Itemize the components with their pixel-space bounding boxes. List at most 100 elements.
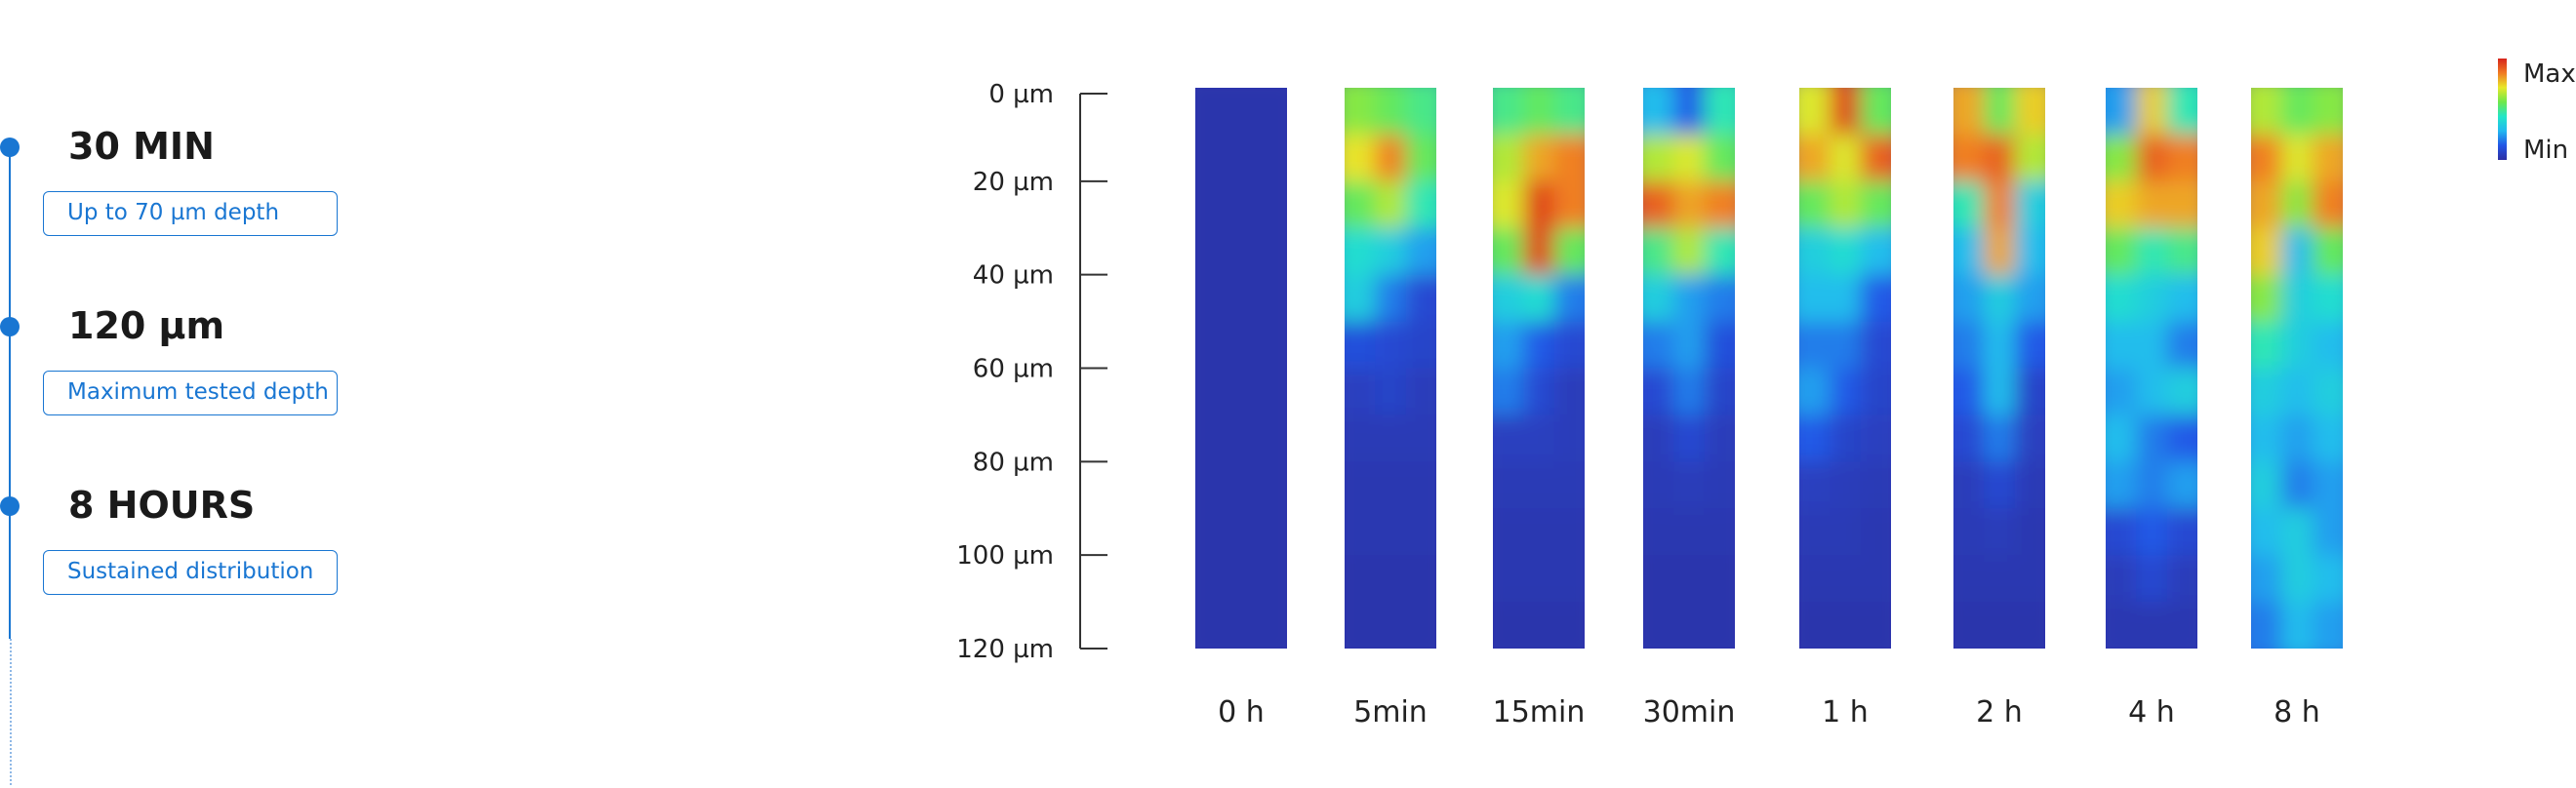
heatmap-cell	[2312, 88, 2343, 136]
heatmap-cell	[1493, 274, 1524, 323]
heatmap-cell	[1523, 414, 1555, 462]
heatmap-cell	[1860, 227, 1891, 276]
heatmap-cell	[1345, 180, 1376, 229]
heatmap-cell	[1256, 555, 1287, 603]
heatmap-cell	[2312, 134, 2343, 182]
heatmap-strip	[2251, 88, 2343, 649]
heatmap-cell	[1799, 227, 1831, 276]
heatmap-cell	[2136, 227, 2168, 276]
heatmap-cell	[2281, 88, 2314, 136]
heatmap-cell	[1984, 414, 2016, 462]
heatmap-cell	[1256, 180, 1287, 229]
heatmap-cell	[1643, 602, 1674, 649]
heatmap-cell	[1493, 134, 1524, 182]
heatmap-cell	[1405, 134, 1436, 182]
heatmap-cell	[2136, 414, 2168, 462]
heatmap-cell	[1643, 88, 1674, 136]
heatmap-strip	[1953, 88, 2045, 649]
heatmap-cell	[1830, 555, 1862, 603]
heatmap-cell	[1345, 555, 1376, 603]
heatmap-cell	[1953, 461, 1985, 509]
heatmap-cell	[1256, 88, 1287, 136]
heatmap-cell	[1860, 555, 1891, 603]
heatmap-cell	[1953, 368, 1985, 415]
heatmap-cell	[1553, 88, 1585, 136]
heatmap-cell	[1673, 368, 1706, 415]
heatmap-cell	[2136, 555, 2168, 603]
heatmap-cell	[1493, 602, 1524, 649]
heatmap-cell	[2251, 508, 2282, 556]
stat-value: 30 MIN	[68, 125, 215, 168]
heatmap-cell	[1799, 321, 1831, 369]
heatmap-cell	[1226, 321, 1258, 369]
heatmap-cell	[1405, 555, 1436, 603]
heatmap-cell	[1704, 368, 1735, 415]
heatmap-cell	[1256, 508, 1287, 556]
heatmap-cell	[1830, 321, 1862, 369]
y-tick-label: 20 µm	[973, 168, 1054, 197]
heatmap-cell	[1493, 368, 1524, 415]
heatmap-cell	[2136, 602, 2168, 649]
heatmap-cell	[1226, 180, 1258, 229]
heatmap-cell	[1799, 414, 1831, 462]
heatmap-cell	[1523, 88, 1555, 136]
heatmap-cell	[1799, 134, 1831, 182]
heatmap-cell	[1493, 555, 1524, 603]
heatmap-cell	[1830, 88, 1862, 136]
heatmap-cell	[1984, 461, 2016, 509]
heatmap-cell	[2106, 461, 2137, 509]
heatmap-cell	[1953, 555, 1985, 603]
heatmap-cell	[2281, 602, 2314, 649]
heatmap-cell	[1493, 321, 1524, 369]
heatmap-cell	[2014, 274, 2045, 323]
heatmap-cell	[1405, 414, 1436, 462]
heatmap-cell	[1195, 368, 1227, 415]
heatmap-cell	[1643, 274, 1674, 323]
heatmap-cell	[2106, 602, 2137, 649]
heatmap-cell	[2014, 555, 2045, 603]
heatmap-cell	[1256, 414, 1287, 462]
heatmap-cell	[1643, 321, 1674, 369]
heatmap-cell	[1405, 368, 1436, 415]
timeline-dot	[0, 496, 20, 516]
heatmap-cell	[1256, 321, 1287, 369]
heatmap-cell	[2014, 508, 2045, 556]
heatmap-cell	[1256, 274, 1287, 323]
legend-max-label: Max	[2523, 59, 2576, 89]
heatmap-cell	[1523, 227, 1555, 276]
heatmap-cell	[1375, 180, 1407, 229]
heatmap-cell	[1643, 461, 1674, 509]
heatmap-cell	[1553, 180, 1585, 229]
stat-value: 120 µm	[68, 304, 225, 347]
heatmap-cell	[1830, 180, 1862, 229]
heatmap-cell	[2106, 508, 2137, 556]
heatmap-cell	[1799, 555, 1831, 603]
heatmap-cell	[1953, 508, 1985, 556]
heatmap-cell	[2312, 602, 2343, 649]
heatmap-cell	[1953, 180, 1985, 229]
heatmap-cell	[1704, 555, 1735, 603]
heatmap-cell	[1830, 227, 1862, 276]
y-tick-label: 60 µm	[973, 355, 1054, 384]
heatmap-cell	[1984, 555, 2016, 603]
heatmap-cell	[1553, 321, 1585, 369]
heatmap-cell	[1860, 321, 1891, 369]
heatmap-strip	[1799, 88, 1891, 649]
heatmap-cell	[1860, 368, 1891, 415]
x-tick-label: 4 h	[2128, 695, 2175, 729]
heatmap-cell	[2166, 180, 2197, 229]
heatmap-cell	[1405, 180, 1436, 229]
heatmap-cell	[1375, 227, 1407, 276]
heatmap-cell	[2251, 555, 2282, 603]
heatmap-cell	[1984, 88, 2016, 136]
heatmap-cell	[1523, 555, 1555, 603]
x-tick-label: 8 h	[2274, 695, 2320, 729]
heatmap-cell	[1953, 134, 1985, 182]
heatmap-cell	[1799, 461, 1831, 509]
heatmap-cell	[1860, 274, 1891, 323]
heatmap-cell	[2136, 321, 2168, 369]
heatmap-cell	[1704, 180, 1735, 229]
heatmap-cell	[1553, 461, 1585, 509]
heatmap-cell	[2106, 274, 2137, 323]
heatmap-cell	[1345, 321, 1376, 369]
